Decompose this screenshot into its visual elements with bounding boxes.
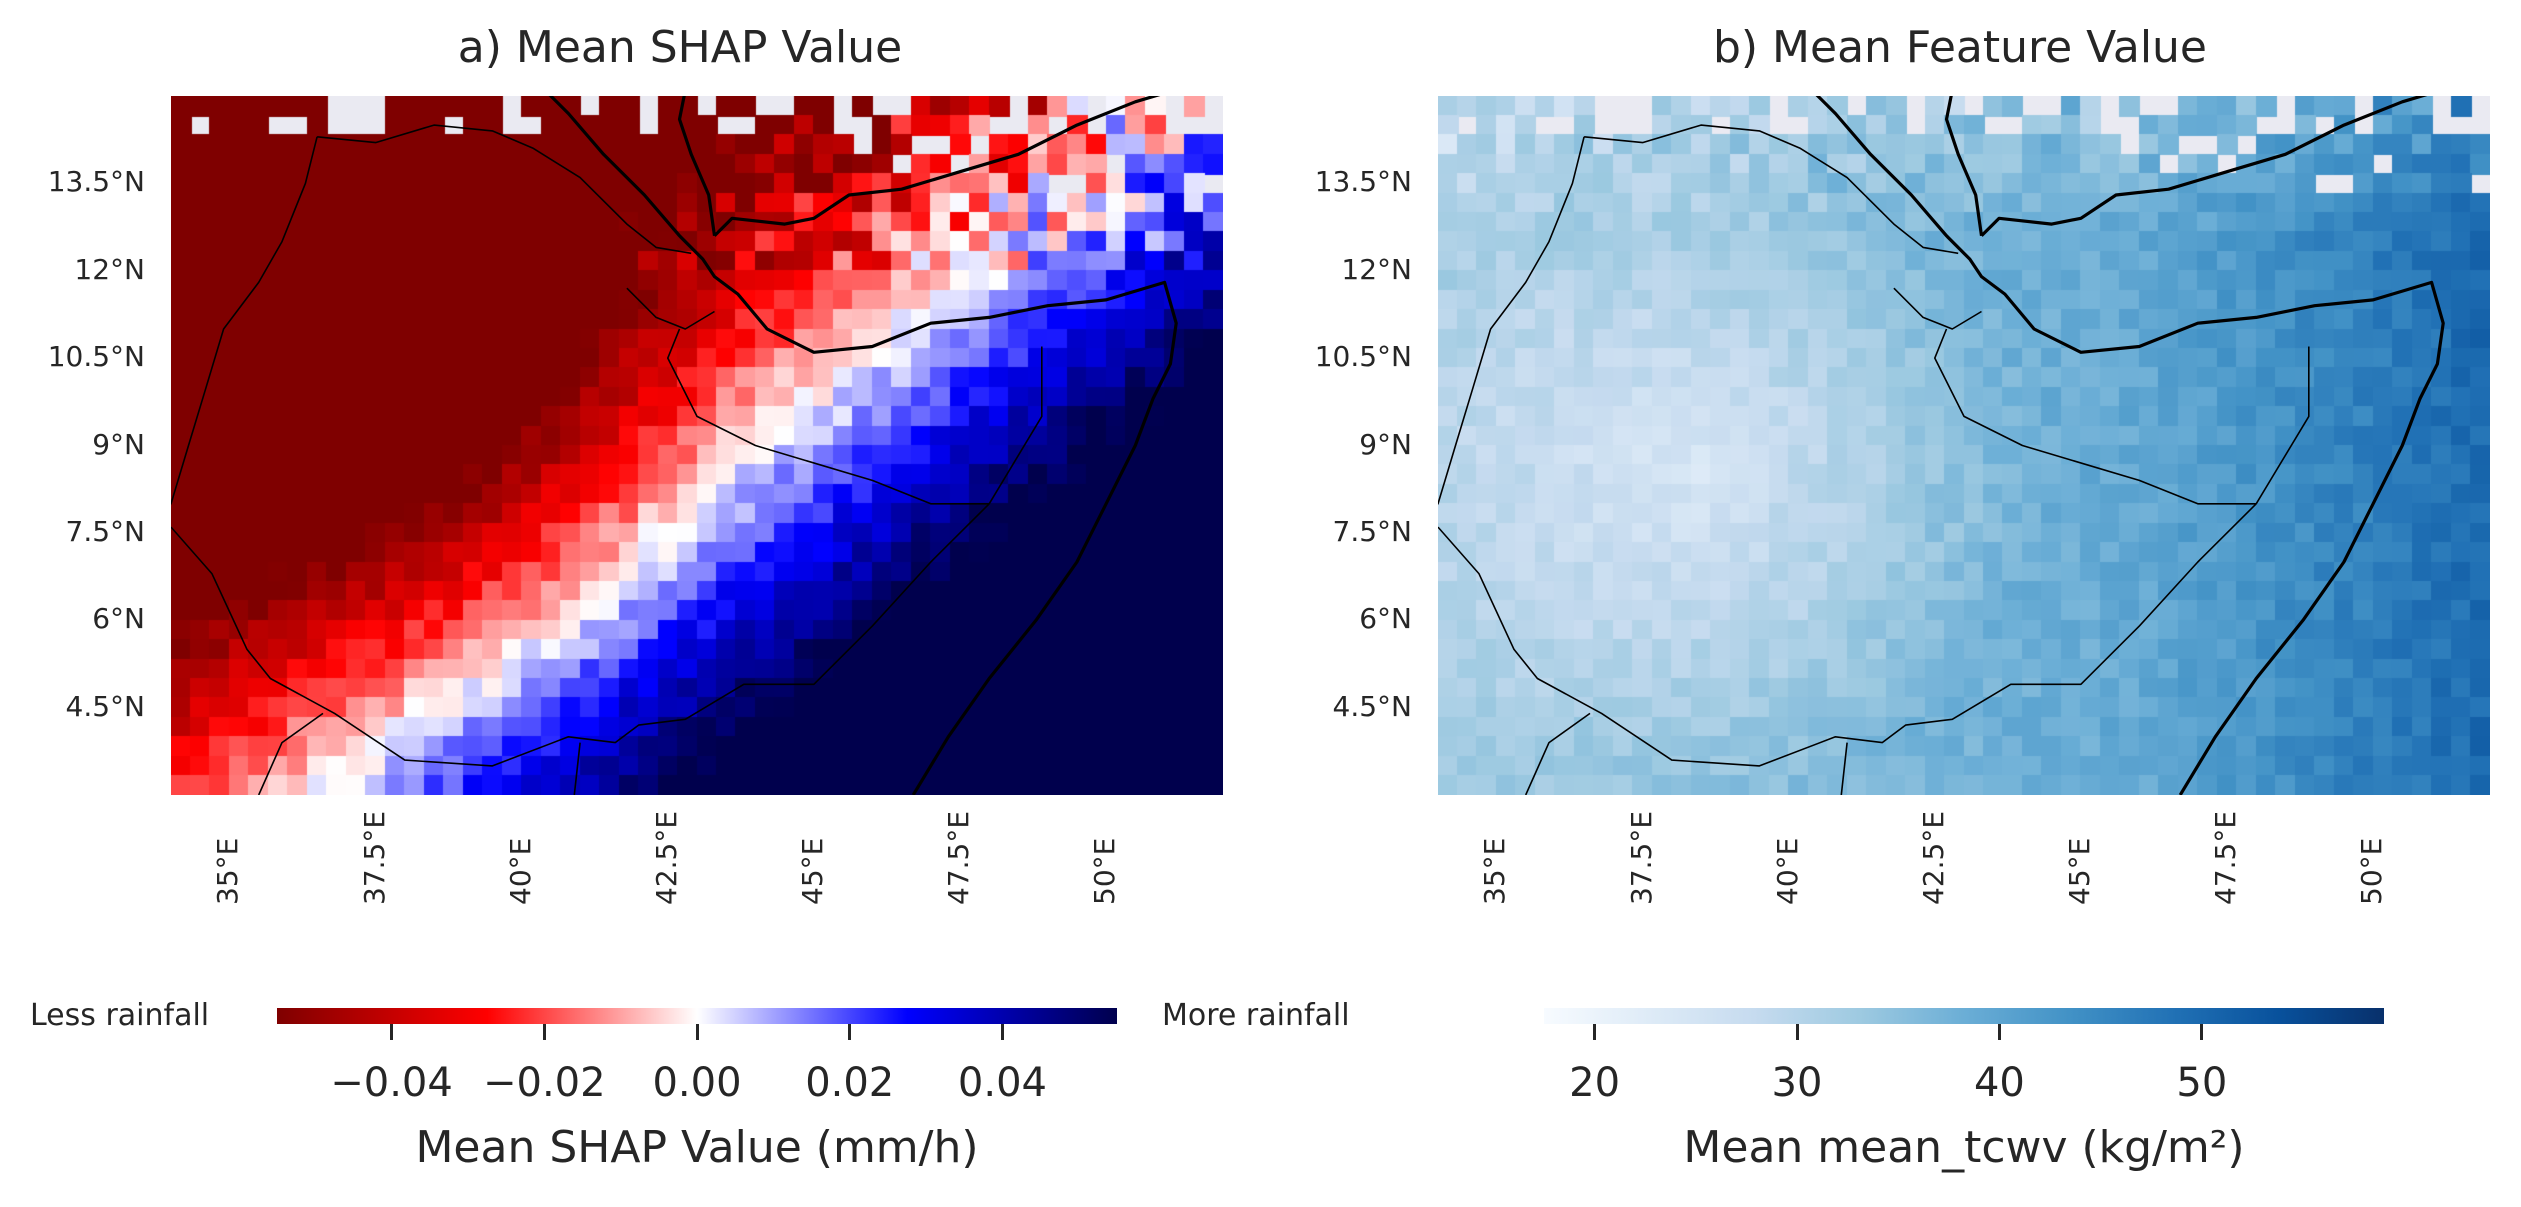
more-rainfall-label: More rainfall [1162, 998, 1350, 1033]
lat-tick-label: 12°N [1341, 252, 1412, 286]
colorbar-tick-label: −0.02 [482, 1060, 606, 1106]
country-border [257, 712, 324, 795]
country-border [1840, 742, 1848, 795]
colorbar-tick-label: 20 [1569, 1060, 1621, 1106]
lon-tick-label: 35°E [1478, 837, 1512, 905]
shap-colorbar [277, 1008, 1117, 1024]
colorbar-tick [848, 1024, 852, 1040]
coastline [713, 96, 1161, 237]
coastline [1944, 96, 1984, 237]
lon-tick-label: 50°E [2355, 837, 2389, 905]
lon-tick-label: 40°E [1770, 837, 1804, 905]
colorbar-tick [1795, 1024, 1799, 1040]
colorbar-tick [1997, 1024, 2001, 1040]
lon-tick-label: 40°E [503, 837, 537, 905]
country-border [1893, 287, 1982, 330]
lat-tick-label: 7.5°N [1332, 514, 1412, 548]
colorbar-tick-label: 0.02 [805, 1060, 895, 1106]
lat-tick-label: 6°N [1359, 602, 1412, 636]
panel-b-map [1438, 96, 2490, 795]
lat-tick-label: 4.5°N [65, 689, 145, 723]
tcwv-colorbar [1544, 1008, 2384, 1024]
lon-tick-label: 42.5°E [1916, 810, 1950, 905]
colorbar-tick [695, 1024, 699, 1040]
lat-tick-label: 10.5°N [1314, 340, 1412, 374]
country-border [1438, 136, 1585, 505]
lat-tick-label: 13.5°N [47, 165, 145, 199]
lon-tick-label: 42.5°E [649, 810, 683, 905]
lon-tick-label: 50°E [1088, 837, 1122, 905]
country-border [171, 503, 990, 767]
tcwv-colorbar-title: Mean mean_tcwv (kg/m²) [1683, 1122, 2245, 1173]
lat-tick-label: 9°N [92, 427, 145, 461]
less-rainfall-label: Less rainfall [30, 998, 210, 1033]
lon-tick-label: 47.5°E [942, 810, 975, 905]
lat-tick-label: 13.5°N [1314, 165, 1412, 199]
colorbar-tick [1000, 1024, 1004, 1040]
country-border [317, 124, 692, 255]
coastline-borders [171, 96, 1178, 795]
colorbar-tick-label: −0.04 [330, 1060, 453, 1106]
lon-tick-label: 37.5°E [357, 810, 391, 905]
coastline-borders [1438, 96, 2445, 795]
lon-tick-label: 45°E [795, 837, 829, 905]
colorbar-tick [390, 1024, 394, 1040]
tcwv-heatmap [1438, 96, 2490, 795]
coastline [677, 96, 717, 237]
lon-tick-label: 35°E [211, 837, 245, 905]
shap-colorbar-title: Mean SHAP Value (mm/h) [415, 1122, 979, 1173]
country-border [171, 136, 318, 505]
country-border [988, 346, 1043, 505]
lat-tick-label: 6°N [92, 602, 145, 636]
coastline [1980, 96, 2428, 237]
lat-tick-label: 10.5°N [47, 340, 145, 374]
country-border [573, 742, 581, 795]
colorbar-tick [1593, 1024, 1597, 1040]
lat-tick-label: 9°N [1359, 427, 1412, 461]
colorbar-tick [2200, 1024, 2204, 1040]
colorbar-tick-label: 30 [1771, 1060, 1823, 1106]
country-border [626, 287, 715, 330]
colorbar-tick-label: 40 [1973, 1060, 2025, 1106]
country-border [1584, 124, 1959, 255]
lat-tick-label: 7.5°N [65, 514, 145, 548]
colorbar-tick-label: 0.00 [652, 1060, 742, 1106]
country-border [1524, 712, 1591, 795]
lat-tick-label: 12°N [74, 252, 145, 286]
lon-tick-label: 47.5°E [2209, 810, 2242, 905]
colorbar-tick [542, 1024, 546, 1040]
panel-a-title: a) Mean SHAP Value [457, 22, 903, 73]
lon-tick-label: 37.5°E [1624, 810, 1658, 905]
colorbar-tick-label: 0.04 [957, 1060, 1047, 1106]
country-border [666, 328, 990, 505]
country-border [2255, 346, 2310, 505]
colorbar-tick-label: 50 [2176, 1060, 2228, 1106]
lat-tick-label: 4.5°N [1332, 689, 1412, 723]
lon-tick-label: 45°E [2062, 837, 2096, 905]
panel-a-map [171, 96, 1223, 795]
country-border [1438, 503, 2257, 767]
country-border [1933, 328, 2257, 505]
coastline [548, 96, 1178, 795]
shap-heatmap [171, 96, 1223, 795]
coastline [1815, 96, 2445, 795]
panel-b-title: b) Mean Feature Value [1712, 22, 2208, 73]
